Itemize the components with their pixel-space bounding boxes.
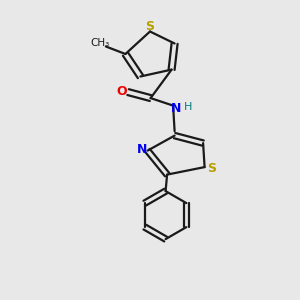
- Text: S: S: [207, 162, 216, 175]
- Text: N: N: [137, 142, 147, 156]
- Text: CH₃: CH₃: [91, 38, 110, 49]
- Text: H: H: [184, 101, 192, 112]
- Text: S: S: [146, 20, 154, 33]
- Text: O: O: [116, 85, 127, 98]
- Text: N: N: [171, 101, 181, 115]
